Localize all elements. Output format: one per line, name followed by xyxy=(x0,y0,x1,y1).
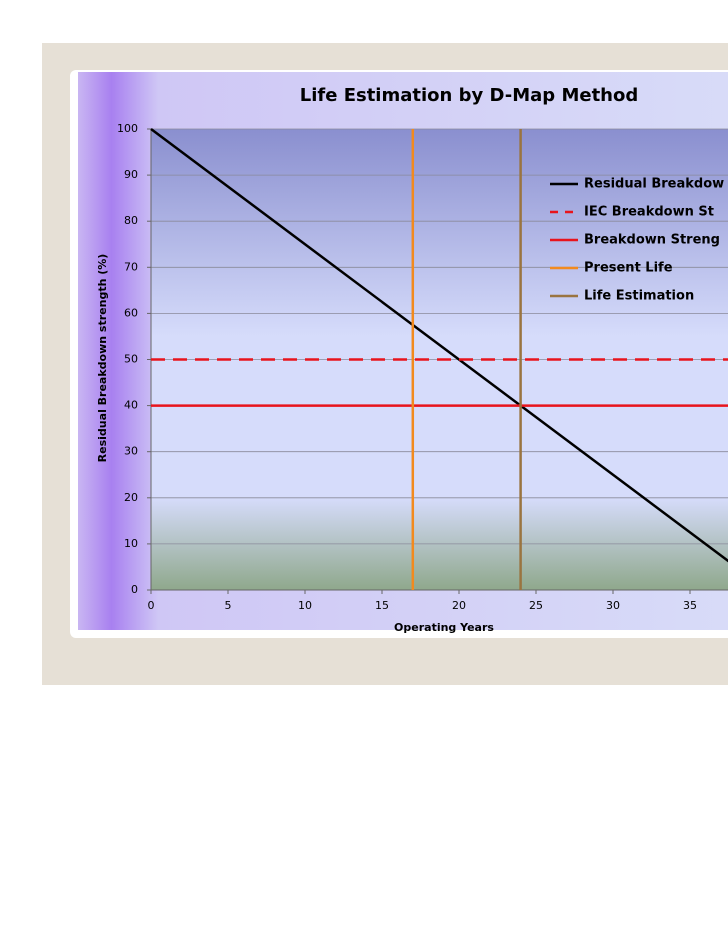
y-axis-label: Residual Breakdown strength (%) xyxy=(96,254,109,463)
y-tick-label: 60 xyxy=(124,306,138,319)
legend-label: Present Life xyxy=(584,261,673,276)
x-tick-label: 5 xyxy=(225,599,232,612)
x-tick-label: 35 xyxy=(683,599,697,612)
y-tick-label: 30 xyxy=(124,445,138,458)
x-tick-label: 30 xyxy=(606,599,620,612)
y-tick-label: 0 xyxy=(131,583,138,596)
x-tick-label: 25 xyxy=(529,599,543,612)
y-tick-label: 40 xyxy=(124,399,138,412)
y-tick-label: 50 xyxy=(124,353,138,366)
legend-label: Residual Breakdow xyxy=(584,177,724,192)
legend-label: Life Estimation xyxy=(584,289,694,304)
y-tick-label: 20 xyxy=(124,491,138,504)
x-tick-label: 20 xyxy=(452,599,466,612)
x-axis-label: Operating Years xyxy=(394,621,494,634)
y-tick-label: 10 xyxy=(124,537,138,550)
y-tick-label: 100 xyxy=(117,122,138,135)
y-tick-label: 70 xyxy=(124,260,138,273)
y-tick-label: 90 xyxy=(124,168,138,181)
y-tick-label: 80 xyxy=(124,214,138,227)
x-tick-label: 0 xyxy=(148,599,155,612)
chart-title: Life Estimation by D-Map Method xyxy=(300,85,638,106)
legend-label: Breakdown Streng xyxy=(584,233,720,248)
x-tick-label: 10 xyxy=(298,599,312,612)
x-tick-label: 15 xyxy=(375,599,389,612)
legend-label: IEC Breakdown St xyxy=(584,205,714,220)
